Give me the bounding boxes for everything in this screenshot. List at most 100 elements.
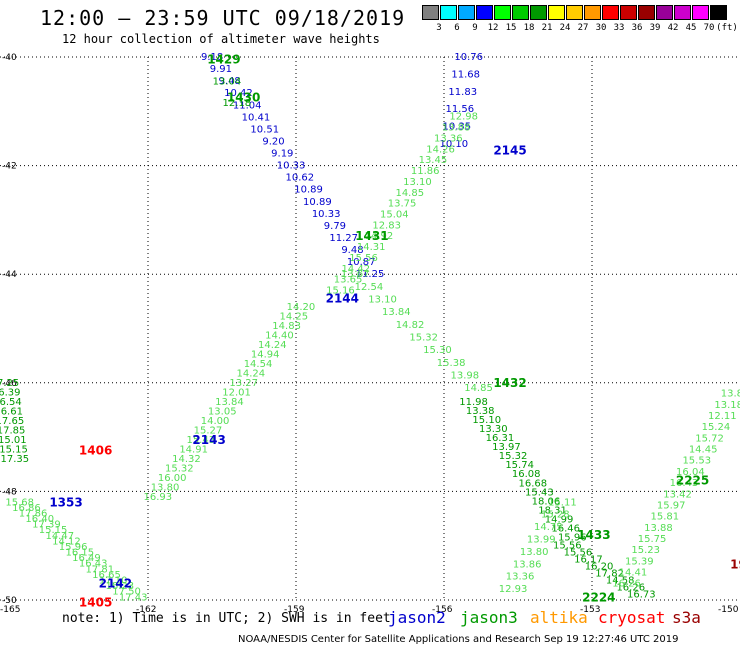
color-scale-label: 21: [541, 23, 553, 33]
swh-value: 16.31: [486, 433, 515, 444]
swh-value: 15.32: [409, 333, 438, 344]
swh-value: 13.75: [388, 199, 417, 210]
swh-value: 15.30: [423, 345, 452, 356]
color-swatch: [422, 5, 439, 20]
swh-value: 16.20: [585, 562, 614, 573]
swh-value: 14.83: [272, 321, 301, 332]
swh-value: 10.87: [347, 257, 376, 268]
x-tick-label: -150: [718, 605, 739, 615]
swh-value: 13.10: [368, 295, 397, 306]
x-tick-label: -165: [0, 605, 20, 615]
color-scale-label: 12: [487, 23, 499, 33]
swh-value: 13.80: [151, 482, 180, 493]
swh-value: 17.85: [0, 425, 25, 436]
color-swatch: [656, 5, 673, 20]
swh-value: 14.85: [464, 383, 493, 394]
swh-value: 11.86: [411, 166, 440, 177]
swh-value: 14.25: [279, 311, 308, 322]
color-scale-label: 42: [667, 23, 679, 33]
mission-s3a: s3a: [672, 608, 701, 627]
swh-value: 15.96: [59, 542, 88, 553]
swh-value: 10.35: [443, 122, 472, 133]
swh-value: 14.75: [534, 522, 563, 533]
swh-value: 14.91: [179, 444, 208, 455]
pass-label: 1429: [207, 53, 240, 67]
swh-value: 9.91: [210, 64, 232, 75]
swh-value: 17.35: [0, 454, 29, 465]
page-title: 12:00 – 23:59 UTC 09/18/2019: [40, 6, 406, 30]
swh-value: 14.92: [365, 231, 394, 242]
swh-value: 14.31: [357, 242, 386, 253]
x-tick-label: -153: [580, 605, 600, 615]
swh-value: 12.11: [708, 411, 737, 422]
pass-label: 2145: [493, 143, 526, 157]
swh-value: 15.56: [349, 253, 378, 264]
pass-label: 1353: [49, 495, 82, 509]
swh-value: 16.73: [627, 590, 656, 601]
swh-value: 14.47: [45, 531, 74, 542]
swh-value: 14.40: [265, 330, 294, 341]
swh-value: 10.51: [250, 124, 279, 135]
swh-value: 11.04: [233, 100, 262, 111]
swh-value: 13.84: [215, 397, 244, 408]
swh-value: 15.15: [39, 525, 68, 536]
swh-value: 15.96: [558, 533, 587, 544]
swh-value: 15.11: [548, 497, 577, 508]
swh-value: 13.38: [466, 406, 495, 417]
altimeter-tracks: 9.189.919.4810.4211.0410.4110.519.209.19…: [0, 52, 740, 603]
swh-value: 10.89: [294, 185, 323, 196]
pass-label: 2224: [582, 590, 615, 604]
swh-value: 14.00: [201, 416, 230, 427]
swh-value: 13.80: [520, 547, 549, 558]
swh-value: 14.58: [606, 576, 635, 587]
swh-value: 13.30: [479, 424, 508, 435]
swh-value: 9.48: [341, 245, 363, 256]
swh-value: 14.32: [172, 454, 201, 465]
swh-value: 13.86: [513, 559, 542, 570]
swh-value: 14.82: [396, 320, 425, 331]
swh-value: 14.45: [689, 445, 718, 456]
swh-value: 11.98: [459, 397, 488, 408]
swh-value: 10.33: [312, 209, 341, 220]
pass-time-labels: 1429 1430 2145 1431 2144 1432 2143 1406 1353 2225…: [49, 53, 740, 610]
swh-value: 10.89: [303, 197, 332, 208]
swh-value: 10.76: [454, 52, 483, 63]
y-tick-label: -50: [2, 596, 17, 606]
color-scale-label: 3: [436, 23, 442, 33]
pass-label: 1433: [577, 528, 610, 542]
swh-value: 12.18: [222, 98, 251, 109]
swh-value: 9.79: [324, 221, 346, 232]
color-swatch: [692, 5, 709, 20]
swh-value: 10.42: [224, 88, 253, 99]
swh-value: 16.26: [612, 579, 641, 590]
swh-value: 15.28: [541, 510, 570, 521]
color-scale-label: 15: [505, 23, 517, 33]
swh-value: 13.42: [663, 489, 692, 500]
color-scale-label: 36: [631, 23, 643, 33]
swh-value: 14.24: [258, 340, 287, 351]
swh-value: 14.20: [287, 302, 316, 313]
pass-label: 2144: [326, 292, 359, 306]
swh-value: 14.42: [341, 264, 370, 275]
swh-value: 15.43: [525, 487, 554, 498]
mission-cryosat: cryosat: [598, 608, 666, 627]
swh-value: 13.97: [492, 442, 521, 453]
swh-value: 15.38: [437, 358, 466, 369]
swh-value: 15.75: [638, 534, 667, 545]
swh-value: 17.86: [19, 508, 48, 519]
swh-value: 16.40: [25, 514, 54, 525]
swh-value: 15.68: [5, 497, 34, 508]
color-swatch: [602, 5, 619, 20]
swh-value: 11.25: [356, 269, 385, 280]
swh-value: 13.45: [419, 155, 448, 166]
swh-value: 14.54: [244, 359, 273, 370]
swh-value: 10.33: [277, 161, 306, 172]
swh-value: 10.62: [286, 173, 315, 184]
color-scale-label: (ft): [716, 23, 738, 33]
color-swatch: [710, 5, 727, 20]
swh-value: 9.18: [201, 52, 223, 63]
swh-value: 17.82: [595, 569, 624, 580]
color-scale-label: 33: [613, 23, 625, 33]
swh-value: 15.97: [657, 500, 686, 511]
